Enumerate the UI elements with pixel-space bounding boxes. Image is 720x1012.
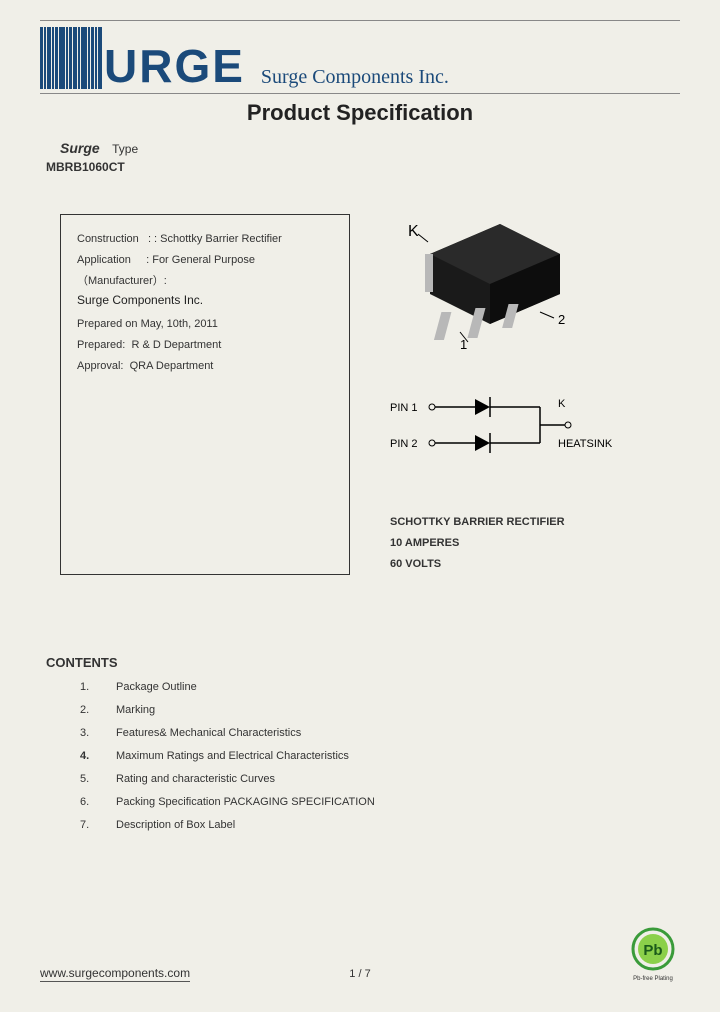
pb-caption: Pb-free Plating bbox=[631, 976, 675, 982]
page-title: Product Specification bbox=[40, 100, 680, 126]
header-row: URGE Surge Components Inc. bbox=[40, 27, 680, 94]
item-num: 7. bbox=[80, 814, 116, 837]
item-text: Maximum Ratings and Electrical Character… bbox=[116, 745, 349, 768]
construction-label: Construction bbox=[77, 233, 139, 245]
approval-label: Approval: bbox=[77, 360, 123, 372]
prepared-on: Prepared on May, 10th, 2011 bbox=[77, 314, 333, 335]
k-text: K bbox=[558, 398, 566, 410]
company-name: Surge Components Inc. bbox=[261, 66, 449, 89]
spec-line3: 60 VOLTS bbox=[390, 554, 680, 575]
construction-value: : : Schottky Barrier Rectifier bbox=[148, 233, 282, 245]
list-item: 4.Maximum Ratings and Electrical Charact… bbox=[80, 745, 680, 768]
item-num: 5. bbox=[80, 768, 116, 791]
type-label: Type bbox=[112, 142, 138, 156]
item-text: Package Outline bbox=[116, 676, 197, 699]
prepared-value: R & D Department bbox=[131, 339, 221, 351]
brand-label: Surge bbox=[60, 140, 100, 156]
item-num: 4. bbox=[80, 745, 116, 768]
manufacturer-label: （Manufacturer）: bbox=[77, 271, 333, 292]
top-rule bbox=[40, 20, 680, 21]
logo-text: URGE bbox=[104, 43, 245, 89]
part-number: MBRB1060CT bbox=[46, 160, 680, 174]
item-num: 1. bbox=[80, 676, 116, 699]
list-item: 6.Packing Specification PACKAGING SPECIF… bbox=[80, 791, 680, 814]
pb-icon: Pb bbox=[631, 927, 675, 971]
application-label: Application bbox=[77, 254, 131, 266]
mid-section: Construction : : Schottky Barrier Rectif… bbox=[40, 214, 680, 575]
item-text: Description of Box Label bbox=[116, 814, 235, 837]
approval-value: QRA Department bbox=[130, 360, 214, 372]
item-text: Rating and characteristic Curves bbox=[116, 768, 275, 791]
spec-labels: SCHOTTKY BARRIER RECTIFIER 10 AMPERES 60… bbox=[390, 512, 680, 575]
item-text: Marking bbox=[116, 699, 155, 722]
right-column: K 1 2 PIN 1 PIN 2 K HEATSINK bbox=[380, 214, 680, 575]
list-item: 1.Package Outline bbox=[80, 676, 680, 699]
spec-line2: 10 AMPERES bbox=[390, 533, 680, 554]
manufacturer-value: Surge Components Inc. bbox=[77, 292, 333, 309]
spec-line1: SCHOTTKY BARRIER RECTIFIER bbox=[390, 512, 680, 533]
item-text: Packing Specification PACKAGING SPECIFIC… bbox=[116, 791, 375, 814]
footer: www.surgecomponents.com 1 / 7 bbox=[40, 966, 680, 982]
list-item: 5.Rating and characteristic Curves bbox=[80, 768, 680, 791]
component-image: K 1 2 bbox=[390, 214, 590, 354]
pin-2-label: 2 bbox=[558, 312, 565, 327]
logo: URGE bbox=[40, 27, 245, 89]
list-item: 3.Features& Mechanical Characteristics bbox=[80, 722, 680, 745]
heatsink-text: HEATSINK bbox=[558, 438, 613, 450]
pb-free-badge: Pb Pb-free Plating bbox=[631, 927, 675, 982]
pin2-text: PIN 2 bbox=[390, 438, 418, 450]
barcode-icon bbox=[40, 27, 102, 89]
footer-url: www.surgecomponents.com bbox=[40, 966, 190, 982]
svg-text:Pb: Pb bbox=[643, 942, 662, 959]
item-num: 2. bbox=[80, 699, 116, 722]
contents-heading: CONTENTS bbox=[46, 655, 680, 670]
prepared-label: Prepared: bbox=[77, 339, 125, 351]
type-line: Surge Type bbox=[60, 140, 680, 158]
item-num: 6. bbox=[80, 791, 116, 814]
application-value: : For General Purpose bbox=[146, 254, 255, 266]
pin-k-label: K bbox=[408, 223, 419, 240]
list-item: 7.Description of Box Label bbox=[80, 814, 680, 837]
schematic-diagram: PIN 1 PIN 2 K HEATSINK bbox=[390, 389, 630, 479]
item-num: 3. bbox=[80, 722, 116, 745]
contents-list: 1.Package Outline 2.Marking 3.Features& … bbox=[80, 676, 680, 838]
pin1-text: PIN 1 bbox=[390, 402, 418, 414]
item-text: Features& Mechanical Characteristics bbox=[116, 722, 301, 745]
page-number: 1 / 7 bbox=[349, 968, 370, 980]
list-item: 2.Marking bbox=[80, 699, 680, 722]
info-box: Construction : : Schottky Barrier Rectif… bbox=[60, 214, 350, 575]
